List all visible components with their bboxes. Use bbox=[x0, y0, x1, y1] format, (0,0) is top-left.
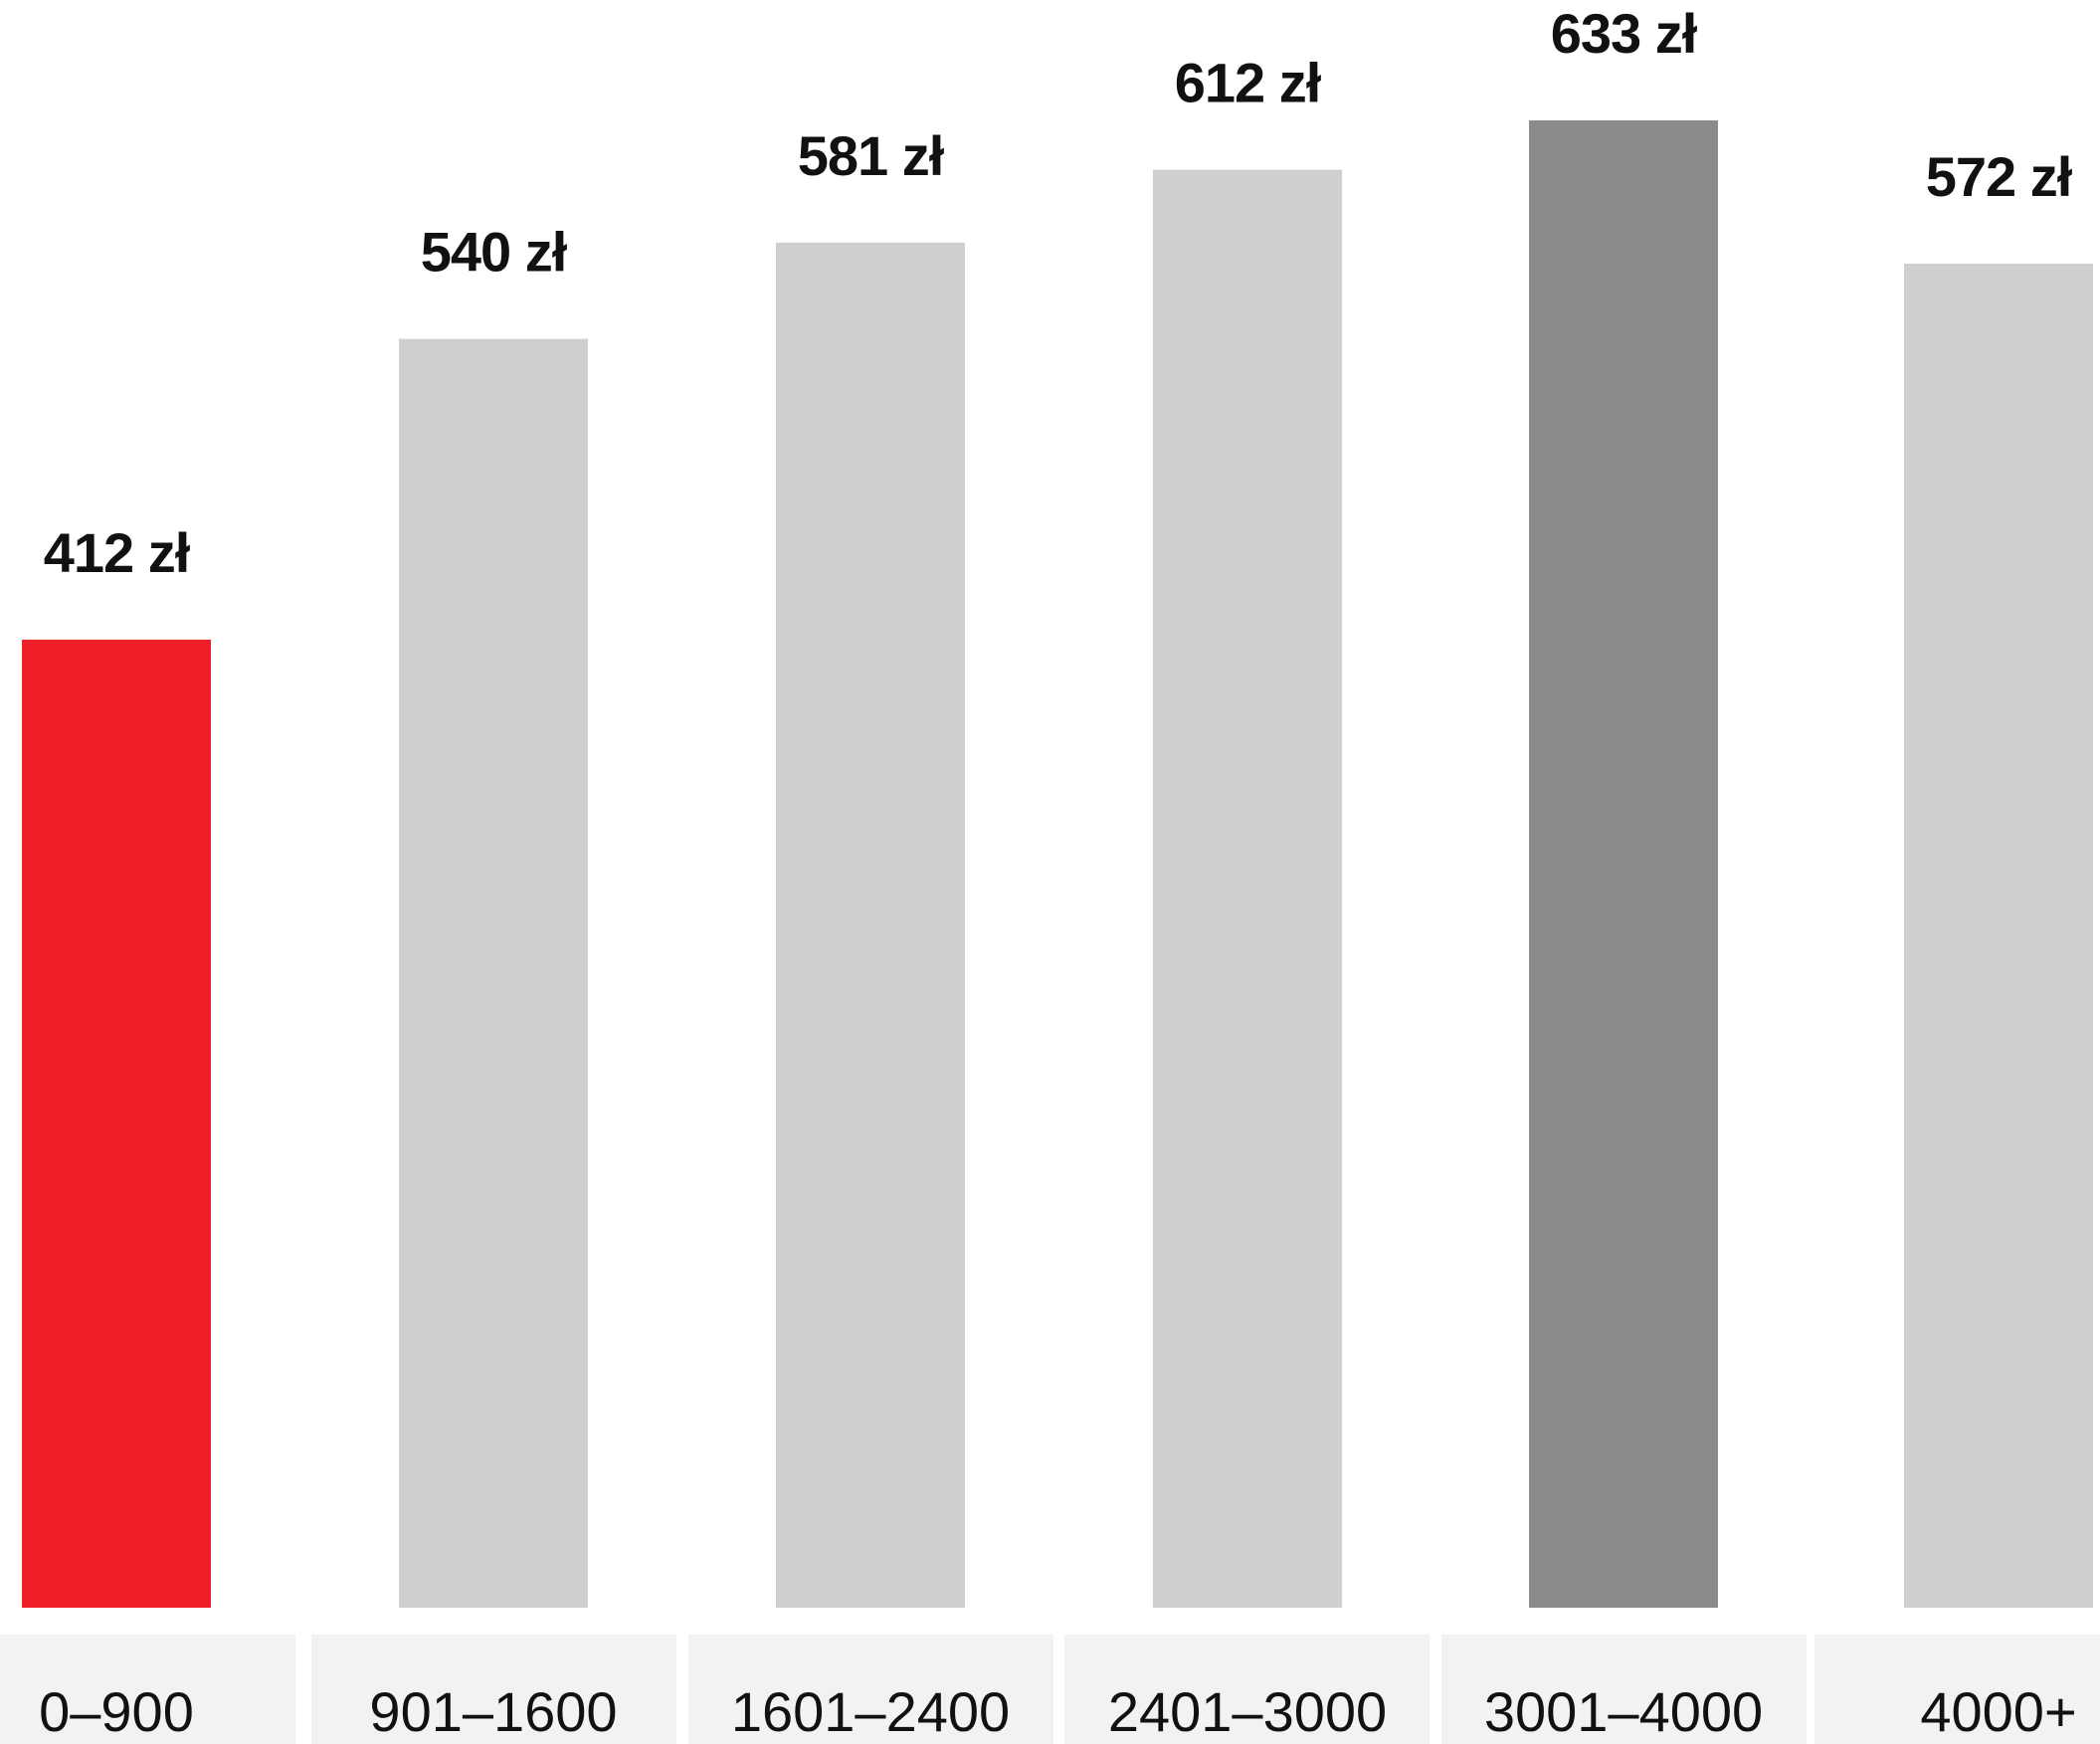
category-band bbox=[1441, 1635, 1807, 1744]
category-band bbox=[1814, 1635, 2100, 1744]
category-label: 2401–3000 bbox=[1108, 1680, 1387, 1743]
bar-value-label: 572 zł bbox=[1926, 145, 2073, 208]
bar-value-label: 581 zł bbox=[798, 124, 945, 187]
category-label: 901–1600 bbox=[369, 1680, 617, 1743]
bar bbox=[776, 242, 965, 1608]
value-labels: 412 zł 540 zł 581 zł 612 zł 633 zł 572 zł bbox=[44, 2, 2074, 584]
bar-value-label: 633 zł bbox=[1551, 2, 1698, 65]
bars bbox=[22, 120, 2093, 1609]
bar-value-label: 412 zł bbox=[44, 521, 191, 584]
bar-value-label: 540 zł bbox=[421, 221, 568, 284]
category-band bbox=[311, 1635, 676, 1744]
bar bbox=[22, 639, 211, 1608]
bar bbox=[399, 338, 588, 1609]
bar bbox=[1904, 264, 2093, 1609]
category-label: 3001–4000 bbox=[1484, 1680, 1763, 1743]
bar bbox=[1153, 169, 1342, 1608]
bar-value-label: 612 zł bbox=[1175, 52, 1322, 114]
category-band bbox=[0, 1635, 295, 1744]
category-label: 1601–2400 bbox=[731, 1680, 1010, 1743]
bar bbox=[1529, 120, 1718, 1608]
category-labels: 0–900 901–1600 1601–2400 2401–3000 3001–4000… bbox=[39, 1680, 2077, 1743]
category-label: 4000+ bbox=[1920, 1680, 2076, 1743]
category-band bbox=[1064, 1635, 1430, 1744]
category-band bbox=[688, 1635, 1053, 1744]
category-label: 0–900 bbox=[39, 1680, 194, 1743]
category-bands bbox=[0, 1635, 2100, 1744]
